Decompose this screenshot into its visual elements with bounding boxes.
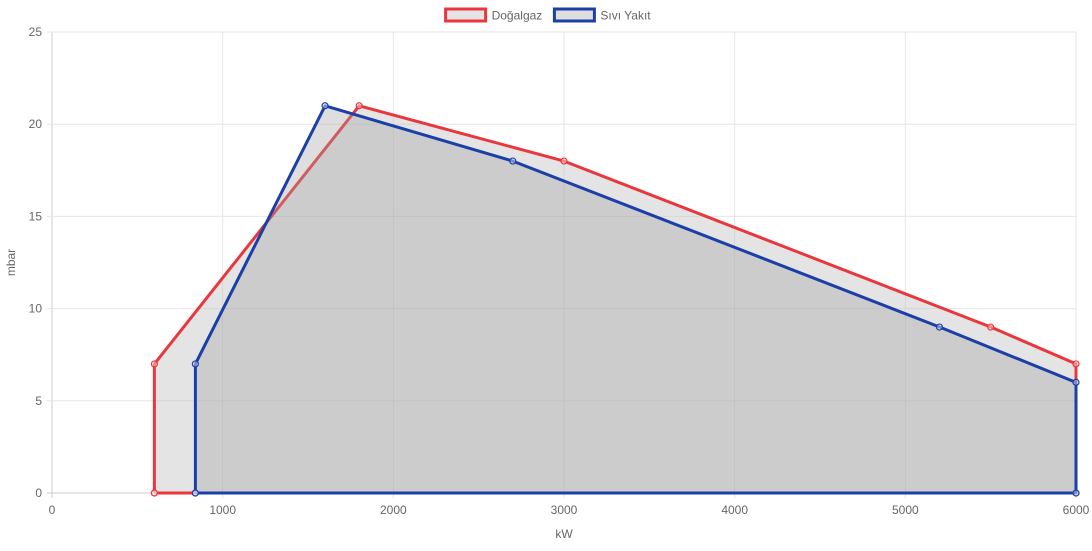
data-point	[1072, 489, 1080, 497]
legend-label: Sıvı Yakıt	[600, 9, 651, 23]
data-point	[987, 323, 995, 331]
x-tick-label: 0	[49, 503, 56, 517]
series-line	[193, 104, 1078, 495]
series-s-v-yak-t	[191, 102, 1080, 497]
series-areas	[150, 102, 1080, 497]
data-point	[560, 157, 568, 165]
data-point	[321, 102, 329, 110]
legend-swatch	[444, 7, 488, 23]
legend: Doğalgaz Sıvı Yakıt	[444, 7, 651, 23]
x-tick-label: 1000	[209, 503, 236, 517]
x-tick-label: 4000	[721, 503, 748, 517]
data-point	[509, 157, 517, 165]
data-point	[150, 489, 158, 497]
data-point	[1072, 378, 1080, 386]
data-point	[150, 360, 158, 368]
x-tick-label: 5000	[892, 503, 919, 517]
y-tick-label: 10	[29, 302, 43, 316]
data-point	[191, 489, 199, 497]
axes: kW mbar 0 1000 2000 3000 4000 5000 6000 0 5 10 15 2…	[4, 25, 1090, 541]
data-point	[355, 102, 363, 110]
grid	[47, 31, 1077, 498]
x-tick-label: 6000	[1063, 503, 1090, 517]
legend-swatch	[552, 7, 596, 23]
y-axis-title: mbar	[4, 249, 18, 276]
x-tick-label: 3000	[551, 503, 578, 517]
series-area-fill	[195, 105, 1076, 494]
y-tick-label: 5	[35, 394, 42, 408]
legend-item-do-algaz: Doğalgaz	[444, 7, 543, 23]
legend-label: Doğalgaz	[492, 9, 543, 23]
series-area-fill	[154, 105, 1076, 494]
y-tick-label: 0	[35, 486, 42, 500]
data-point	[935, 323, 944, 331]
legend-item-s-v-yak-t: Sıvı Yakıt	[552, 7, 651, 23]
data-point	[1072, 360, 1080, 368]
x-axis-title: kW	[555, 527, 573, 541]
y-tick-label: 20	[29, 117, 43, 131]
data-point	[191, 360, 199, 368]
x-tick-label: 2000	[380, 503, 407, 517]
y-tick-label: 25	[29, 25, 43, 39]
y-tick-label: 15	[29, 209, 43, 223]
